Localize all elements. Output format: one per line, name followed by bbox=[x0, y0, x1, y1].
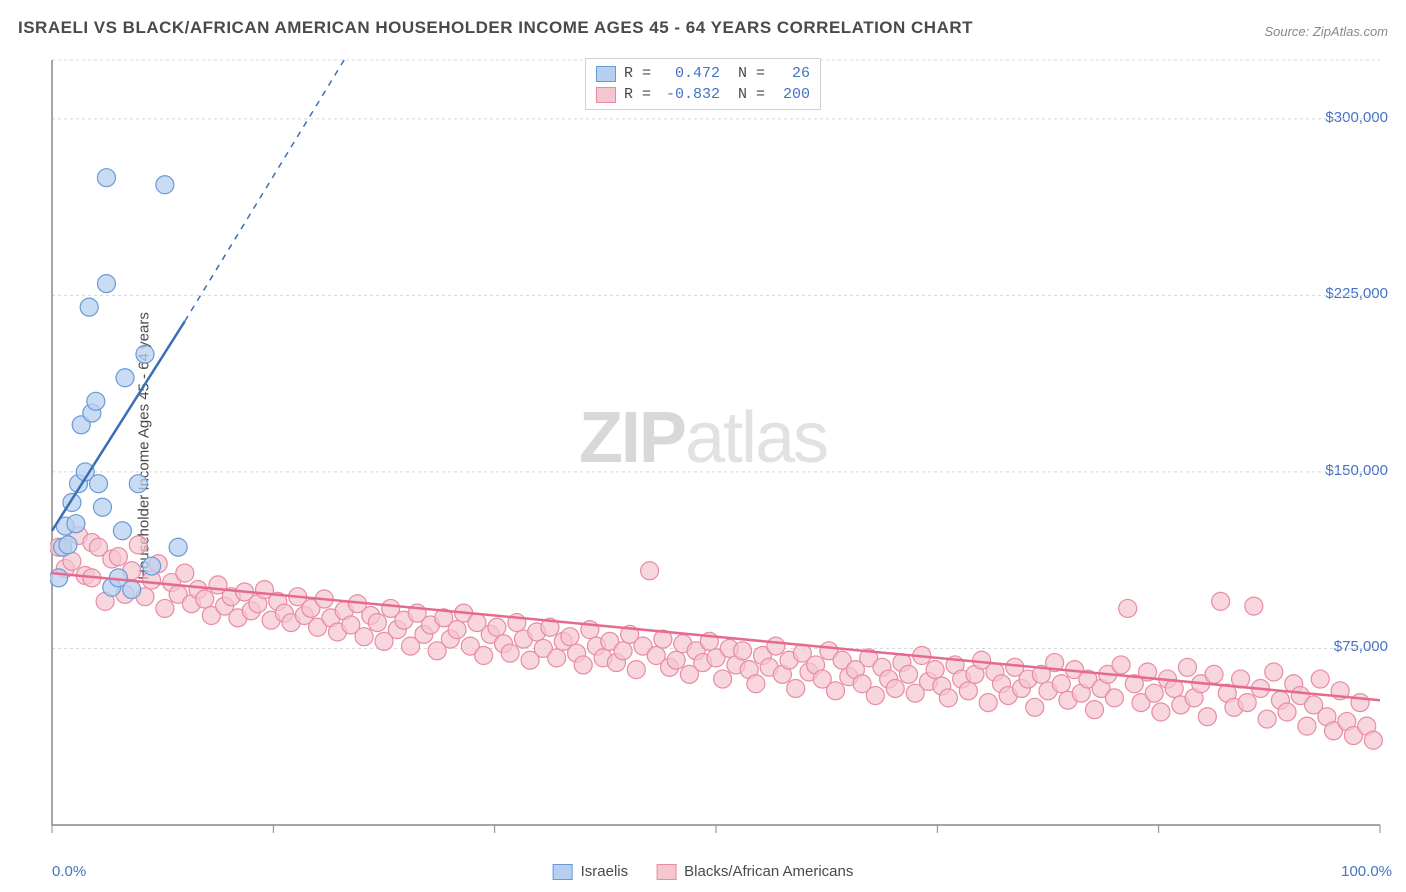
source-attribution: Source: ZipAtlas.com bbox=[1264, 24, 1388, 39]
scatter-plot bbox=[50, 55, 1396, 847]
correlation-legend: R = 0.472 N = 26 R = -0.832 N = 200 bbox=[585, 58, 821, 110]
x-axis-max-label: 100.0% bbox=[1341, 863, 1392, 880]
swatch-icon bbox=[596, 87, 616, 103]
swatch-icon bbox=[656, 864, 676, 880]
r-label: R = -0.832 N = 200 bbox=[624, 86, 810, 103]
swatch-icon bbox=[596, 66, 616, 82]
legend-row-israelis: R = 0.472 N = 26 bbox=[596, 63, 810, 84]
legend-label: Blacks/African Americans bbox=[684, 863, 853, 880]
series-legend: Israelis Blacks/African Americans bbox=[553, 863, 854, 880]
legend-label: Israelis bbox=[581, 863, 629, 880]
legend-item-blacks: Blacks/African Americans bbox=[656, 863, 853, 880]
r-label: R = 0.472 N = 26 bbox=[624, 65, 810, 82]
x-axis-min-label: 0.0% bbox=[52, 863, 86, 880]
chart-title: ISRAELI VS BLACK/AFRICAN AMERICAN HOUSEH… bbox=[18, 18, 973, 38]
legend-item-israelis: Israelis bbox=[553, 863, 629, 880]
legend-row-blacks: R = -0.832 N = 200 bbox=[596, 84, 810, 105]
swatch-icon bbox=[553, 864, 573, 880]
